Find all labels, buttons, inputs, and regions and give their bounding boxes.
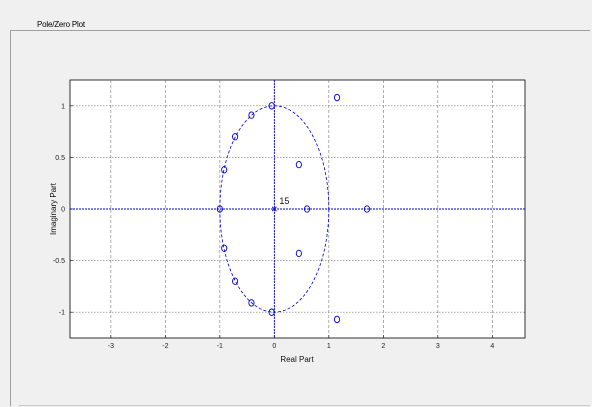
zero-marker xyxy=(221,244,228,252)
tick-labels-layer: -3 -2 -1 0 1 2 3 4 -1 -0.5 0 0.5 1 xyxy=(53,103,494,350)
x-tick-label: 0 xyxy=(272,343,276,350)
y-axis-label: Imaginary Part xyxy=(49,182,58,235)
panel-title: Pole/Zero Plot xyxy=(36,20,86,29)
zero-marker xyxy=(295,160,302,169)
zero-marker xyxy=(216,205,223,213)
pole-zero-panel xyxy=(10,30,590,406)
markers-layer: 15 xyxy=(216,93,371,324)
x-tick-label: 1 xyxy=(327,343,331,350)
x-tick-label: -1 xyxy=(217,343,223,350)
zero-marker xyxy=(248,111,255,119)
y-tick-label: -0.5 xyxy=(53,258,65,265)
plot-area xyxy=(69,79,526,339)
zero-marker xyxy=(333,93,341,102)
pole-multiplicity-label: 15 xyxy=(279,196,289,206)
zero-marker xyxy=(221,166,228,174)
x-tick-label: -2 xyxy=(162,343,168,350)
panel-bottom-border xyxy=(19,405,590,406)
x-tick-label: 2 xyxy=(381,343,385,350)
y-tick-label: 1 xyxy=(61,103,65,110)
x-tick-label: 3 xyxy=(436,343,440,350)
zero-marker xyxy=(248,299,255,307)
zero-marker xyxy=(268,102,275,110)
zero-marker xyxy=(232,277,239,285)
zero-marker xyxy=(268,308,275,316)
y-tick-label: -1 xyxy=(59,310,65,317)
zero-marker xyxy=(333,315,341,324)
x-tick-label: -3 xyxy=(108,343,114,350)
y-tick-label: 0.5 xyxy=(55,155,65,162)
grid-layer xyxy=(70,80,525,338)
pole-marker xyxy=(271,206,277,212)
zero-marker xyxy=(303,205,311,213)
zero-marker xyxy=(232,133,239,141)
zero-marker xyxy=(363,205,371,213)
x-tick-label: 4 xyxy=(490,343,494,350)
x-axis-label: Real Part xyxy=(280,355,314,364)
zero-marker xyxy=(295,249,302,258)
y-tick-label: 0 xyxy=(61,207,65,214)
pole-marker-stroke xyxy=(271,206,277,212)
